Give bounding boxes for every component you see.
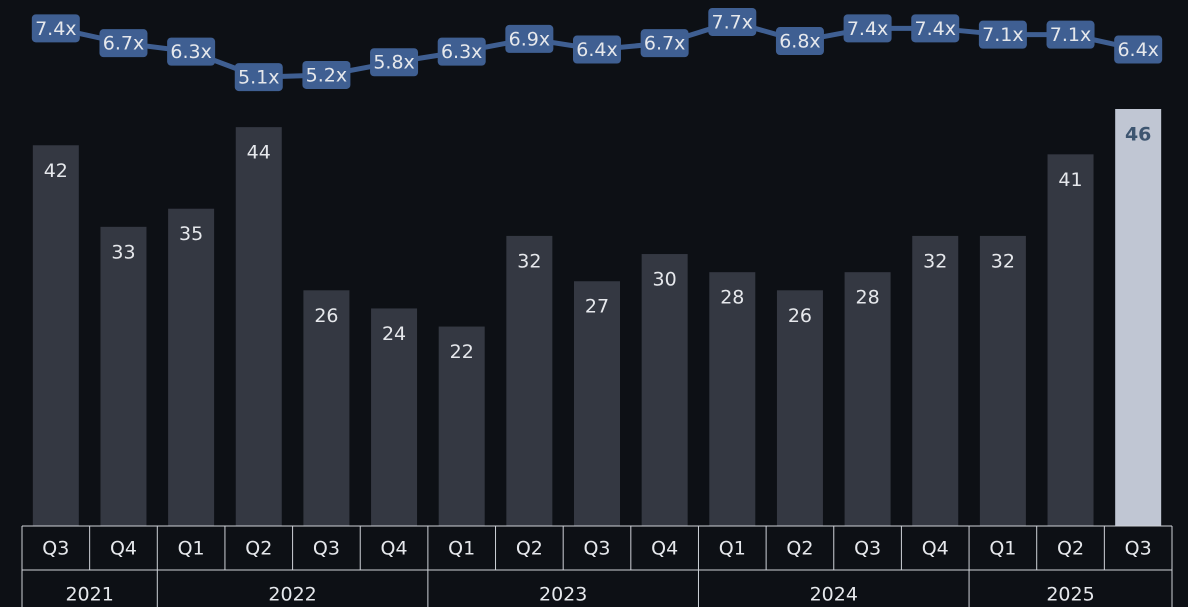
x-tick-label: Q3 <box>1125 538 1152 560</box>
line-label-box <box>302 60 351 89</box>
line-label-box <box>911 14 960 43</box>
line-label: 7.4x <box>915 18 956 40</box>
line-label-box <box>370 48 419 77</box>
bar <box>776 290 823 526</box>
x-tick-label: Q1 <box>719 538 746 560</box>
line-label-box <box>234 63 283 92</box>
bar <box>641 254 688 527</box>
bar <box>303 290 350 526</box>
bar <box>574 281 620 526</box>
x-tick-label: Q2 <box>1057 538 1084 560</box>
x-tick-label: Q4 <box>381 538 408 560</box>
bar-label: 42 <box>44 160 68 182</box>
line-label-box <box>1114 35 1163 64</box>
line-label: 7.4x <box>847 18 888 40</box>
line-label: 6.9x <box>509 28 550 50</box>
x-tick-label: Q2 <box>245 538 272 560</box>
x-tick-label: Q3 <box>583 538 610 560</box>
bar-label: 44 <box>247 142 271 164</box>
bar <box>979 235 1026 527</box>
line-label: 7.4x <box>35 18 76 40</box>
bar-label: 26 <box>788 305 812 327</box>
line-label: 7.1x <box>982 24 1023 46</box>
group-label: 2025 <box>1046 584 1094 606</box>
line-label-box <box>167 37 216 66</box>
bar <box>168 208 215 526</box>
bar-label: 24 <box>382 323 406 345</box>
line-label: 6.4x <box>1117 39 1158 61</box>
bar-label: 35 <box>179 223 203 245</box>
x-tick-label: Q1 <box>989 538 1016 560</box>
line-label-box <box>99 29 148 58</box>
group-label: 2023 <box>539 584 587 606</box>
x-tick-label: Q1 <box>178 538 205 560</box>
group-label: 2022 <box>268 584 316 606</box>
x-tick-label: Q4 <box>922 538 949 560</box>
line-label: 5.8x <box>373 52 414 74</box>
bar-label: 32 <box>923 250 947 272</box>
x-tick-label: Q2 <box>786 538 813 560</box>
line-label-box <box>31 14 80 43</box>
bar <box>438 326 485 526</box>
line-label: 6.7x <box>103 33 144 55</box>
bar-label: 32 <box>517 250 541 272</box>
bar-label: 30 <box>653 269 677 291</box>
bar <box>912 235 959 527</box>
line-label-box <box>775 27 824 56</box>
bar <box>100 226 147 526</box>
bar-label: 27 <box>585 296 609 318</box>
bar-label: 28 <box>720 287 744 309</box>
line-label-box <box>505 24 554 53</box>
line-label-box <box>640 29 689 58</box>
line-label-box <box>1046 20 1095 49</box>
bar-label: 22 <box>450 341 474 363</box>
x-tick-label: Q4 <box>651 538 678 560</box>
line-label: 6.4x <box>576 39 617 61</box>
group-label: 2021 <box>65 584 113 606</box>
x-tick-label: Q1 <box>448 538 475 560</box>
x-tick-label: Q3 <box>313 538 340 560</box>
line-label: 5.1x <box>238 67 279 89</box>
bar-label: 33 <box>111 241 135 263</box>
group-label: 2024 <box>810 584 858 606</box>
line-label-box <box>437 37 486 66</box>
bar-label: 32 <box>991 250 1015 272</box>
line-label: 7.1x <box>1050 24 1091 46</box>
bar <box>371 308 418 526</box>
bar <box>1115 109 1162 526</box>
bar-label: 46 <box>1125 124 1151 146</box>
line-label: 6.3x <box>170 41 211 63</box>
bar <box>709 272 756 526</box>
x-tick-label: Q2 <box>516 538 543 560</box>
bar <box>32 145 79 526</box>
line-label-box <box>573 35 621 64</box>
line-label: 5.2x <box>306 64 347 86</box>
x-tick-label: Q4 <box>110 538 137 560</box>
bar-label: 28 <box>855 287 879 309</box>
bar <box>844 272 891 526</box>
bar <box>506 235 553 527</box>
line-label-box <box>978 20 1027 49</box>
line-label: 7.7x <box>712 11 753 33</box>
bar-label: 41 <box>1058 169 1082 191</box>
bar-label: 26 <box>314 305 338 327</box>
x-tick-label: Q3 <box>854 538 881 560</box>
line-label-box <box>708 7 757 36</box>
x-tick-label: Q3 <box>42 538 69 560</box>
line-label: 6.8x <box>779 31 820 53</box>
bar <box>235 127 282 526</box>
bar <box>1047 154 1094 526</box>
line-label: 6.7x <box>644 33 685 55</box>
line-label: 6.3x <box>441 41 482 63</box>
line-label-box <box>843 14 892 43</box>
